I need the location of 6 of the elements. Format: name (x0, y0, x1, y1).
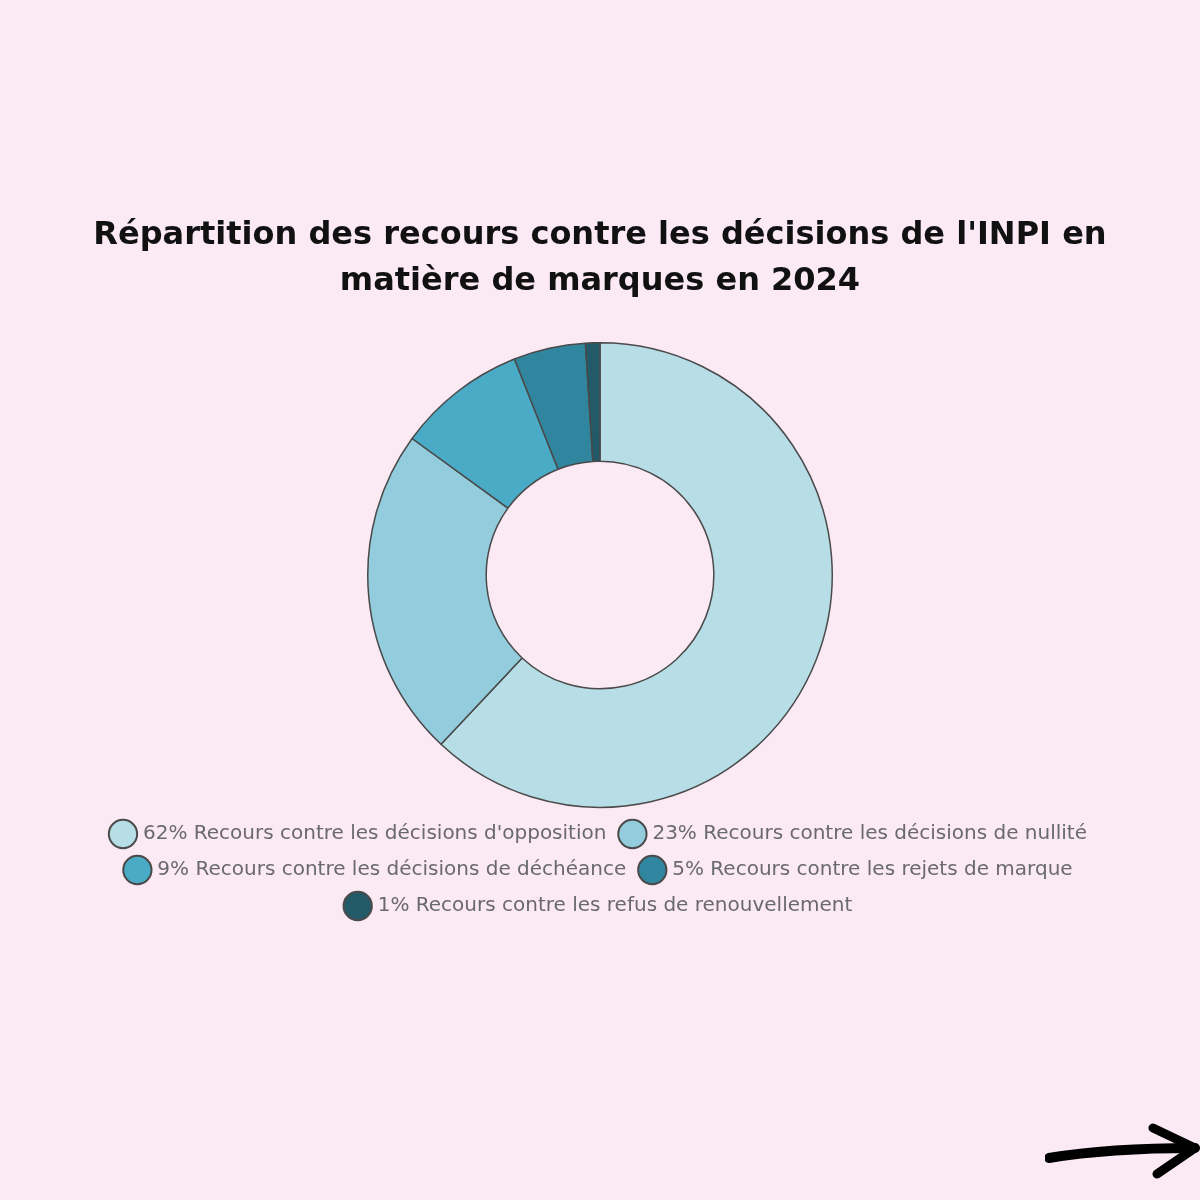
legend-label: 1% Recours contre les refus de renouvellement (377, 892, 853, 917)
chart-title: Répartition des recours contre les décisions de l'INPI en matière de marques en 2024 (92, 213, 1108, 300)
legend-label: 62% Recours contre les décisions d'opposition (142, 820, 607, 845)
legend-label: 9% Recours contre les décisions de déchéance (157, 856, 627, 881)
legend-label: 23% Recours contre les décisions de nullité (652, 820, 1088, 845)
legend-label: 5% Recours contre les rejets de marque (672, 856, 1073, 881)
